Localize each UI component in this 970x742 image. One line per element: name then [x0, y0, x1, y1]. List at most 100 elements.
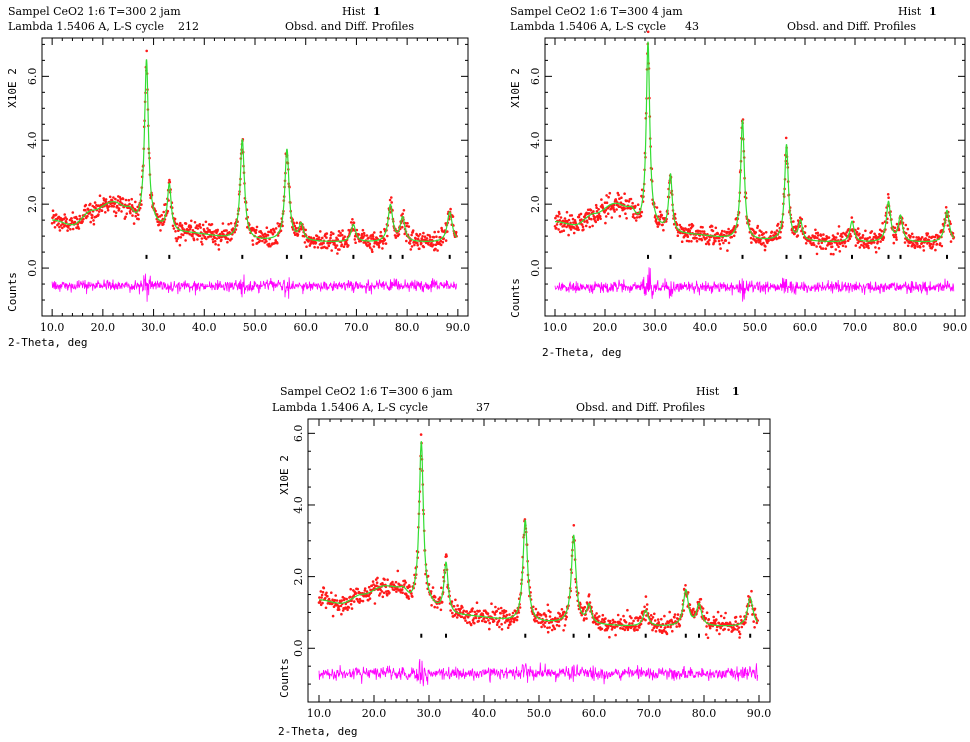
observed-point — [340, 233, 344, 237]
observed-point — [636, 203, 640, 206]
observed-point — [371, 580, 375, 583]
observed-point — [556, 215, 560, 218]
observed-point — [375, 584, 378, 587]
observed-point — [598, 615, 601, 618]
y-tick-label: 0.0 — [26, 259, 39, 277]
observed-point — [546, 603, 550, 607]
observed-point — [701, 226, 704, 229]
observed-point — [352, 600, 356, 603]
observed-point — [864, 229, 867, 233]
observed-point — [78, 214, 81, 218]
observed-point — [84, 208, 87, 212]
observed-point — [867, 246, 870, 250]
observed-point — [579, 212, 583, 216]
observed-point — [281, 224, 284, 228]
observed-point — [327, 597, 331, 601]
observed-point — [739, 615, 742, 618]
observed-point — [59, 224, 63, 227]
observed-point — [266, 233, 270, 237]
observed-points — [317, 433, 759, 640]
observed-point — [353, 234, 357, 238]
observed-point — [343, 235, 347, 238]
observed-point — [375, 581, 379, 584]
observed-point — [322, 586, 326, 590]
observed-point — [325, 236, 328, 239]
observed-point — [590, 217, 593, 221]
observed-point — [112, 210, 116, 213]
observed-point — [894, 236, 898, 239]
y-tick-label: 2.0 — [26, 195, 39, 213]
observed-point — [535, 619, 539, 623]
observed-point — [350, 599, 353, 603]
observed-point — [500, 628, 504, 631]
observed-point — [879, 233, 883, 237]
observed-point — [342, 245, 346, 248]
observed-point — [162, 222, 165, 226]
observed-point — [346, 608, 349, 612]
observed-point — [572, 524, 576, 527]
observed-point — [217, 248, 221, 251]
observed-point — [617, 193, 620, 197]
observed-point — [793, 232, 796, 235]
x-axis-label: 2-Theta, deg — [278, 725, 357, 738]
observed-point — [762, 232, 766, 235]
xrd-plot-2-jam: Sampel CeO2 1:6 T=300 2 jam Hist 1 Lambd… — [0, 0, 480, 370]
observed-point — [274, 239, 278, 242]
x-tick-label: 70.0 — [344, 321, 369, 334]
observed-point — [586, 221, 589, 224]
observed-point — [711, 229, 715, 233]
observed-point — [848, 237, 852, 241]
observed-point — [687, 239, 691, 243]
plot-hist-value: 1 — [929, 5, 937, 18]
observed-point — [662, 628, 666, 632]
x-tick-label: 40.0 — [192, 321, 217, 334]
observed-point — [441, 240, 445, 244]
observed-point — [269, 228, 273, 232]
observed-point — [469, 623, 473, 627]
observed-point — [695, 236, 698, 240]
observed-point — [604, 215, 608, 218]
observed-point — [492, 619, 496, 623]
observed-point — [438, 596, 442, 599]
observed-point — [707, 618, 711, 621]
observed-point — [517, 611, 521, 614]
observed-point — [383, 578, 386, 581]
observed-point — [830, 245, 834, 248]
observed-point — [572, 221, 575, 224]
observed-point — [701, 607, 705, 610]
observed-point — [439, 239, 443, 243]
observed-point — [613, 626, 616, 629]
observed-point — [63, 224, 67, 227]
observed-point — [124, 198, 128, 202]
observed-point — [114, 214, 118, 218]
observed-point — [403, 232, 407, 236]
observed-point — [837, 245, 840, 249]
observed-point — [730, 235, 734, 239]
observed-point — [804, 225, 807, 228]
observed-point — [903, 241, 907, 244]
observed-point — [707, 242, 711, 246]
observed-point — [613, 210, 616, 213]
observed-point — [220, 238, 223, 242]
observed-point — [815, 252, 819, 256]
y-axis-ticks: 0.0 2.0 4.0 6.0 — [529, 43, 965, 301]
observed-point — [325, 591, 328, 595]
observed-point — [488, 627, 491, 631]
observed-point — [211, 230, 214, 234]
observed-point — [610, 216, 614, 219]
observed-point — [699, 597, 703, 601]
observed-point — [433, 605, 436, 609]
observed-point — [717, 239, 721, 243]
y-axis-counts-label: Counts — [278, 658, 291, 698]
observed-point — [738, 632, 742, 636]
observed-point — [329, 236, 332, 240]
y-tick-label: 2.0 — [529, 195, 542, 213]
observed-point — [384, 242, 388, 245]
observed-point — [442, 237, 446, 240]
observed-point — [612, 203, 616, 207]
observed-point — [393, 234, 397, 237]
observed-point — [118, 195, 122, 199]
observed-point — [330, 231, 333, 234]
observed-point — [608, 191, 612, 195]
y-axis-scale-label: X10E 2 — [278, 455, 291, 495]
